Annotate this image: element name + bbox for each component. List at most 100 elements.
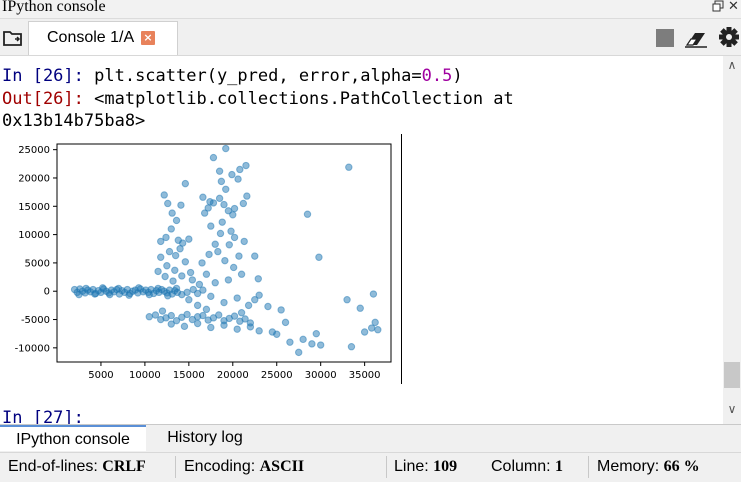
scroll-down-icon[interactable]: ∨ [727,402,737,416]
close-tab-icon[interactable]: × [141,31,155,45]
stop-kernel-button[interactable] [656,29,674,47]
x-tick-label: 25000 [261,370,293,381]
scatter-point [180,322,189,331]
scatter-point [162,233,170,242]
scatter-point [211,240,219,248]
in-prompt: In [26]: [2,66,95,86]
scatter-point [185,235,193,243]
scatter-point [244,301,253,310]
scrollbar-thumb[interactable] [724,362,740,388]
scatter-point [167,225,175,233]
pane-title: IPython console [2,0,106,15]
scatter-point [225,241,233,249]
scatter-point [202,270,211,278]
scatter-point [347,343,356,351]
scatter-point [222,144,230,153]
scatter-point [229,263,238,272]
scatter-point [202,305,211,314]
x-tick-label: 10000 [129,370,161,381]
scatter-point [99,284,107,292]
tab-console-1a[interactable]: Console 1/A × [28,21,178,55]
scatter-point [211,279,219,287]
scatter-point [295,348,303,357]
scatter-point [369,290,378,298]
scatter-point [215,311,223,319]
scatter-point [91,290,99,298]
scatter-point [167,320,175,328]
scatter-point [240,237,248,246]
scatter-point [230,312,239,320]
scatter-point [167,311,175,320]
tab-history-log[interactable]: History log [167,429,243,446]
y-tick-label: 20000 [18,173,50,184]
scatter-point [151,311,160,319]
scatter-point [217,177,226,186]
scatter-point [343,296,351,304]
scatter-point [374,326,382,334]
scatter-point [199,193,207,201]
x-tick-label: 5000 [88,370,113,381]
close-pane-icon[interactable]: ✕ [728,0,739,14]
scatter-point [233,325,241,333]
scatter-point [181,179,190,188]
next-input-line: In [27]: [2,408,84,424]
input-code-number: 0.5 [421,66,453,86]
scatter-point [218,218,226,226]
y-tick-label: -10000 [15,343,50,354]
tab-ipython-console[interactable]: IPython console [0,425,146,451]
scatter-point [316,341,325,349]
scatter-point [106,290,114,299]
scatter-point [207,292,215,301]
browse-tabs-icon[interactable] [2,28,24,48]
y-tick-label: 25000 [18,145,50,156]
scatter-point [222,185,230,193]
scatter-point [221,256,229,265]
scatter-point [161,272,169,281]
undock-icon[interactable] [712,0,724,15]
status-separator [588,456,589,478]
scatter-point [277,306,285,314]
scatter-point [236,165,244,174]
scatter-point [204,204,212,212]
scatter-point [215,167,224,175]
scatter-point [371,318,379,327]
scatter-point [254,275,262,283]
gear-icon[interactable] [718,26,740,48]
scatter-point [206,198,214,206]
vertical-scrollbar[interactable]: ∧ ∨ [723,56,741,424]
scatter-point [164,292,172,300]
scatter-point [360,328,369,336]
status-encoding: Encoding: ASCII [184,458,305,475]
scatter-point [185,296,193,304]
scatter-point [199,286,207,294]
status-column: Column: 1 [491,458,564,475]
scatter-point [235,252,243,260]
scatter-point [251,252,259,260]
console-output[interactable]: In [26]: plt.scatter(y_pred, error,alpha… [0,56,723,424]
y-tick-label: 5000 [25,258,50,269]
scroll-up-icon[interactable]: ∧ [727,58,737,72]
scatter-point [303,210,312,218]
scatter-point [216,229,225,238]
scatter-point [158,307,167,315]
scatter-point [299,335,307,344]
y-tick-label: 15000 [18,202,50,213]
eraser-icon[interactable] [683,27,709,49]
scatter-point [178,272,186,280]
x-tick-label: 30000 [305,370,337,381]
scatter-point [171,266,179,274]
scatter-point [255,327,263,335]
scatter-point [241,315,249,323]
y-tick-label: -5000 [21,315,50,326]
scatter-point [168,209,176,217]
scatter-point [154,284,162,293]
bottom-tab-bar: IPython console History log [0,424,741,452]
x-tick-label: 15000 [173,370,205,381]
tab-bar: Console 1/A × [0,19,741,56]
output-text-1: <matplotlib.collections.PathCollection a… [94,89,514,109]
scatter-point [239,199,248,208]
scatter-point [312,329,320,338]
status-separator [386,456,387,478]
scatter-point [195,280,204,289]
scatter-point [228,170,236,179]
